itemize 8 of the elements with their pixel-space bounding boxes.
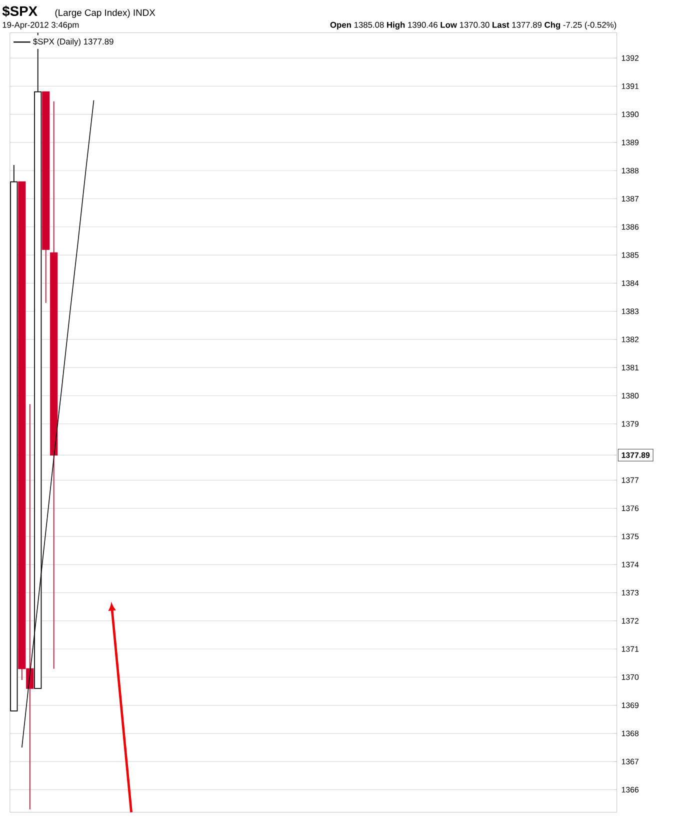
- legend-label: $SPX (Daily) 1377.89: [32, 38, 114, 46]
- candlestick: [50, 100, 58, 670]
- candlestick: [42, 91, 50, 304]
- candlestick: [10, 164, 18, 712]
- text: 19-Apr-2012 3:46pm: [2, 22, 78, 30]
- chart-title: $SPX: [2, 6, 38, 17]
- text: Open 1385.08 High 1390.46 Low 1370.30 Last 1377.89 Chg -7.25 (-0.52%): [330, 22, 616, 30]
- chart-subtitle: (Large Cap Index) INDX: [55, 9, 156, 18]
